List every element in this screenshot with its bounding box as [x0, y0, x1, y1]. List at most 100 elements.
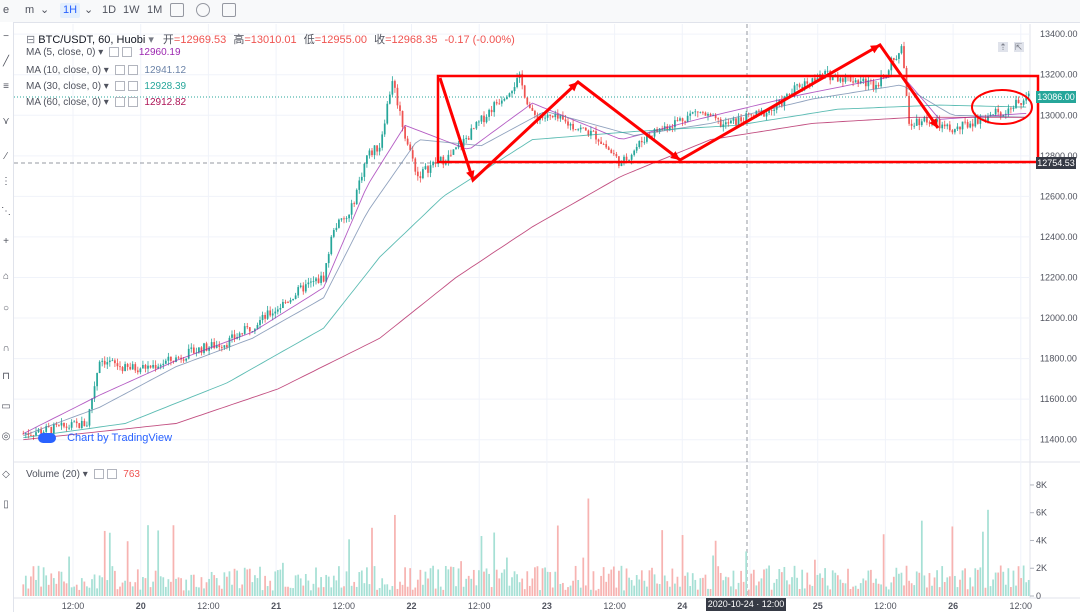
volume-bar — [732, 570, 735, 596]
close-icon[interactable] — [127, 97, 138, 108]
candle-body — [124, 364, 126, 372]
volume-bar — [65, 583, 68, 596]
delete-icon[interactable]: ▯ — [3, 499, 9, 510]
settings-icon[interactable] — [93, 469, 104, 480]
candle-body — [964, 121, 966, 123]
volume-bar — [325, 574, 328, 596]
volume-bar — [979, 567, 982, 596]
volume-bar — [198, 587, 200, 596]
volume-legend[interactable]: Volume (20) ▾ 763 — [26, 469, 140, 480]
interval-1d-button[interactable]: 1D — [102, 4, 117, 16]
fib-icon[interactable]: ⋮ — [1, 176, 11, 187]
candle-body — [266, 310, 269, 319]
eye-icon[interactable]: ◎ — [1, 431, 11, 442]
lock-icon[interactable]: ⊓ — [2, 371, 10, 382]
ma-legend-row[interactable]: MA (5, close, 0) ▾ 12960.19 — [26, 47, 181, 58]
symbol-label[interactable]: BTC/USDT, 60, Huobi — [38, 34, 146, 46]
horizontal-line-icon[interactable]: ≡ — [3, 81, 9, 92]
settings-icon[interactable] — [114, 81, 125, 92]
interval-1m-button[interactable]: 1M — [147, 4, 163, 16]
chevron-down-icon[interactable]: ▾ — [148, 34, 154, 46]
chevron-down-icon[interactable]: ⌄ — [84, 4, 94, 16]
volume-bar — [643, 580, 646, 596]
candle-body — [348, 214, 350, 219]
watermark-text[interactable]: Chart by TradingView — [67, 432, 173, 444]
close-icon[interactable] — [106, 469, 117, 480]
volume-bar — [742, 581, 745, 596]
screenshot-icon[interactable] — [222, 3, 236, 17]
volume-bar — [213, 575, 216, 596]
brush-icon[interactable]: ∕ — [5, 151, 7, 162]
ma-label[interactable]: MA (5, close, 0) — [26, 47, 96, 58]
settings-icon[interactable] — [114, 97, 125, 108]
pattern-icon[interactable]: ⋱ — [1, 206, 11, 217]
magnet-icon[interactable]: ∩ — [2, 343, 10, 354]
candle-body — [691, 112, 694, 114]
candle-body — [129, 366, 132, 370]
maximize-icon[interactable]: ⇱ — [1013, 42, 1024, 52]
settings-icon[interactable] — [109, 47, 120, 58]
cursor-icon[interactable]: − — [3, 31, 9, 42]
pitchfork-icon[interactable]: ⋎ — [2, 116, 10, 127]
collapse-icon[interactable]: ⊟ — [26, 34, 36, 46]
chevron-down-icon[interactable]: ⌄ — [40, 4, 50, 16]
ruler-icon[interactable]: ⌂ — [2, 271, 10, 282]
candle-body — [416, 171, 419, 177]
volume-bar — [192, 574, 195, 596]
candle-body — [58, 424, 60, 426]
symbol-search-button[interactable]: e — [3, 4, 10, 16]
close-icon[interactable] — [127, 81, 138, 92]
candle-body — [569, 123, 572, 126]
volume-bar — [938, 587, 941, 596]
ma-legend-row[interactable]: MA (30, close, 0) ▾ 12928.39 — [26, 81, 187, 92]
ma-legend-row[interactable]: MA (60, close, 0) ▾ 12912.82 — [26, 97, 187, 108]
crosshair-icon[interactable]: + — [3, 236, 9, 247]
volume-bar — [147, 525, 149, 596]
candle-body — [605, 144, 608, 148]
candle-body — [182, 359, 185, 361]
ma-label[interactable]: MA (30, close, 0) — [26, 81, 102, 92]
pane-up-icon[interactable]: ⇡ — [998, 42, 1008, 52]
chart-style-button[interactable]: m — [25, 4, 35, 16]
interval-1w-button[interactable]: 1W — [123, 4, 140, 16]
candle-body — [750, 114, 753, 116]
volume-bar — [661, 530, 664, 596]
volume-bar — [215, 578, 218, 596]
indicators-icon[interactable] — [170, 3, 184, 17]
ma-label[interactable]: MA (10, close, 0) — [26, 65, 102, 76]
candle-body — [96, 373, 98, 387]
interval-1h-button[interactable]: 1H — [60, 3, 81, 18]
settings-icon[interactable] — [196, 3, 210, 17]
volume-bar — [989, 586, 992, 596]
candle-body — [811, 78, 814, 85]
candle-body — [226, 345, 228, 348]
ma-legend-row[interactable]: MA (10, close, 0) ▾ 12941.12 — [26, 65, 187, 76]
settings-icon[interactable] — [114, 65, 125, 76]
ma-label[interactable]: MA (60, close, 0) — [26, 97, 102, 108]
volume-bar — [343, 586, 345, 596]
volume-bar — [340, 587, 343, 596]
candle-body — [444, 162, 447, 165]
volume-bar — [839, 579, 842, 596]
candle-body — [490, 109, 493, 113]
tradingview-watermark[interactable]: Chart by TradingView — [38, 432, 172, 444]
volume-label[interactable]: Volume (20) — [26, 469, 80, 480]
trend-line-icon[interactable]: ╱ — [2, 56, 10, 67]
volume-bar — [462, 586, 465, 596]
zoom-icon[interactable]: ○ — [2, 303, 10, 314]
layers-icon[interactable]: ◇ — [2, 469, 10, 480]
price-tick-label: 13000.00 — [1040, 110, 1078, 120]
candle-body — [228, 337, 231, 348]
candle-body — [852, 81, 854, 83]
candle-body — [918, 118, 921, 126]
close-icon[interactable] — [127, 65, 138, 76]
volume-bar — [791, 577, 793, 596]
close-icon[interactable] — [122, 47, 133, 58]
candle-body — [50, 426, 53, 434]
candle-body — [793, 85, 796, 94]
volume-bar — [401, 584, 404, 596]
volume-bar — [442, 589, 445, 596]
candle-body — [936, 119, 938, 122]
trash-icon[interactable]: ▭ — [1, 401, 11, 412]
